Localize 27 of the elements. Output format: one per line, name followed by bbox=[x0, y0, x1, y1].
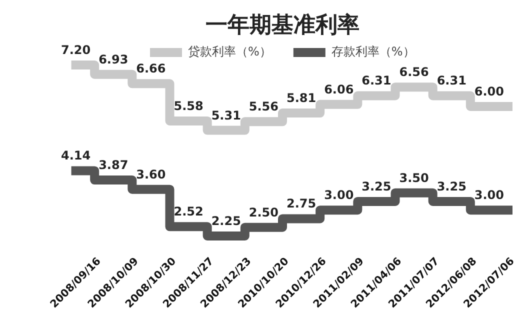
data-label: 6.93 bbox=[98, 52, 128, 66]
data-label: 5.31 bbox=[211, 108, 241, 122]
data-label: 3.00 bbox=[324, 188, 354, 202]
data-label: 2.50 bbox=[248, 205, 279, 220]
data-label: 4.14 bbox=[60, 148, 91, 163]
data-label: 2.52 bbox=[174, 204, 204, 219]
data-label: 5.56 bbox=[248, 100, 279, 114]
data-label: 3.60 bbox=[136, 167, 166, 182]
data-label: 5.58 bbox=[174, 98, 204, 113]
data-label: 7.20 bbox=[60, 43, 91, 57]
data-label: 3.00 bbox=[474, 188, 504, 202]
data-label: 3.25 bbox=[436, 179, 466, 194]
data-label: 6.31 bbox=[436, 74, 466, 88]
data-label: 2.75 bbox=[286, 196, 316, 211]
legend-label: 贷款利率（%） bbox=[188, 44, 272, 58]
data-label: 3.87 bbox=[98, 158, 128, 172]
data-label: 3.50 bbox=[399, 170, 429, 185]
data-label: 5.81 bbox=[286, 91, 316, 106]
data-label: 6.66 bbox=[136, 62, 166, 76]
data-label: 6.56 bbox=[399, 65, 429, 80]
data-label: 6.00 bbox=[474, 84, 504, 98]
data-label: 6.06 bbox=[324, 82, 354, 96]
data-label: 2.25 bbox=[211, 214, 241, 228]
legend-label: 存款利率（%） bbox=[331, 44, 415, 58]
data-label: 6.31 bbox=[362, 74, 392, 88]
chart-title: 一年期基准利率 bbox=[206, 12, 360, 38]
data-label: 3.25 bbox=[362, 179, 392, 194]
